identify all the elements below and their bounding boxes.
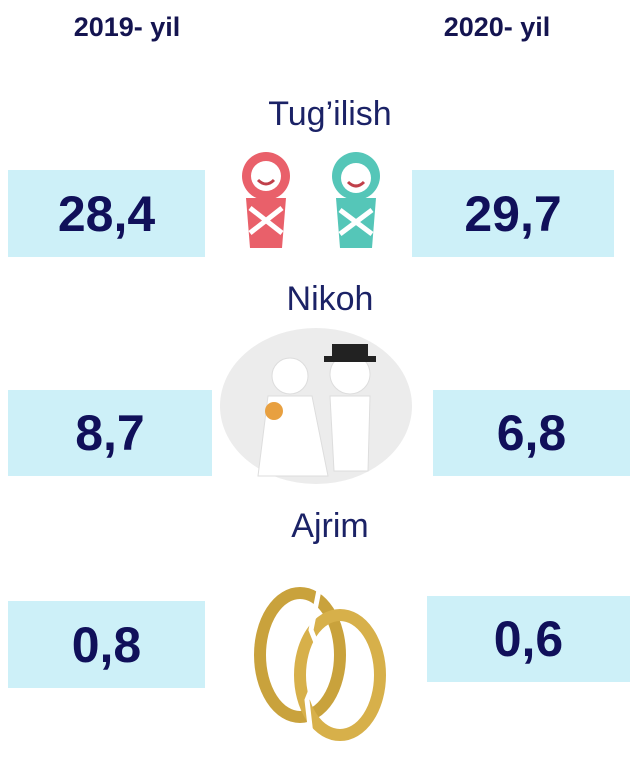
couple-icon [218,326,414,486]
rings-icon [245,560,395,770]
value-left: 28,4 [8,170,205,257]
year-right: 2020- yil [397,12,597,43]
value-left: 8,7 [8,390,212,476]
babies-icon [228,148,388,248]
year-left: 2019- yil [27,12,227,43]
value-right: 29,7 [412,170,614,257]
section-label: Tug’ilish [200,95,460,134]
value-right: 0,6 [427,596,630,682]
value-left: 0,8 [8,601,205,688]
section-label: Ajrim [200,507,460,546]
value-right: 6,8 [433,390,630,476]
section-label: Nikoh [200,280,460,319]
page: 2019- yil 2020- yil Tug’ilish 28,4 29,7 … [0,0,631,776]
